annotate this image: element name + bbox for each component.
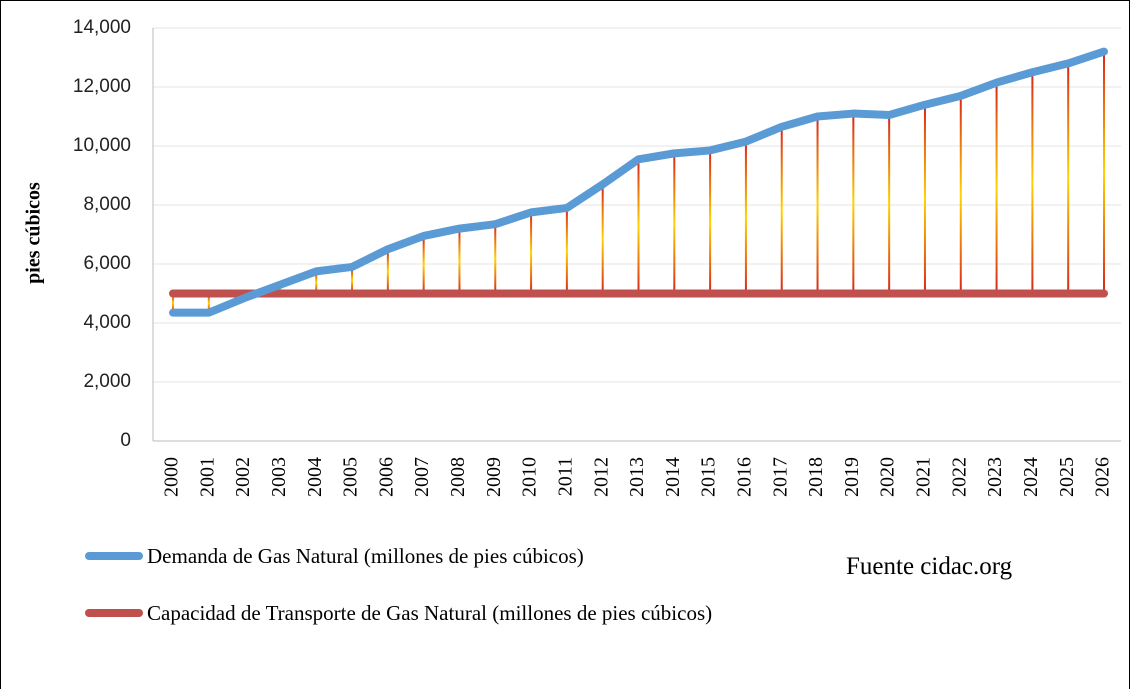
x-tick-label: 2018 [805, 457, 827, 497]
x-tick-label: 2011 [554, 457, 576, 496]
legend-label: Capacidad de Transporte de Gas Natural (… [147, 601, 713, 625]
gap-line [673, 153, 676, 294]
gap-line [816, 116, 819, 294]
gap-line [959, 95, 962, 294]
gap-line [1067, 63, 1070, 294]
x-tick-label: 2004 [304, 457, 326, 497]
x-tick-label: 2012 [590, 457, 612, 497]
x-tick-label: 2002 [232, 457, 254, 497]
x-tick-label: 2008 [447, 457, 469, 497]
gap-line [458, 228, 461, 294]
x-tick-label: 2014 [662, 457, 684, 497]
gap-line [565, 207, 568, 294]
x-tick-label: 2026 [1092, 457, 1114, 497]
gap-line [207, 293, 210, 313]
gap-line [315, 271, 318, 294]
x-tick-label: 2019 [841, 457, 863, 497]
x-tick-label: 2007 [411, 457, 433, 497]
y-tick-label: 2,000 [83, 371, 131, 392]
x-tick-label: 2023 [984, 457, 1006, 497]
x-tick-label: 2020 [877, 457, 899, 497]
x-tick-label: 2025 [1056, 457, 1078, 497]
legend-swatch [85, 552, 143, 560]
gap-line [351, 266, 354, 294]
x-tick-label: 2006 [375, 457, 397, 497]
x-tick-label: 2021 [913, 457, 935, 497]
gap-line [494, 224, 497, 294]
y-tick-label: 8,000 [83, 194, 131, 215]
gap-line [601, 184, 604, 294]
chart: pies cúbicos 0 2,000 4,000 6,000 8,000 10,000… [23, 17, 1121, 497]
x-tick-label: 2010 [519, 457, 541, 497]
x-tick-label: 2001 [196, 457, 218, 497]
gap-line [888, 115, 891, 294]
x-tick-label: 2017 [769, 457, 791, 497]
legend-swatch [85, 609, 143, 617]
x-tick-label: 2000 [161, 457, 183, 497]
y-tick-label: 14,000 [73, 17, 131, 38]
x-tick-label: 2016 [734, 457, 756, 497]
legend-label: Demanda de Gas Natural (millones de pies… [147, 544, 584, 568]
gap-line [422, 235, 425, 294]
x-tick-label: 2013 [626, 457, 648, 497]
gap-line [923, 104, 926, 294]
gap-line [637, 159, 640, 294]
y-tick-label: 12,000 [73, 76, 131, 97]
x-tick-label: 2022 [948, 457, 970, 497]
gap-line [709, 150, 712, 294]
x-tick-label: 2015 [698, 457, 720, 497]
source-note: Fuente cidac.org [846, 553, 1013, 580]
gap-line [780, 126, 783, 294]
x-tick-label: 2009 [483, 457, 505, 497]
y-tick-label: 0 [120, 430, 131, 451]
gap-line [279, 284, 282, 294]
y-tick-label: 10,000 [73, 135, 131, 156]
gap-line [852, 113, 855, 294]
gap-line [530, 212, 533, 294]
y-tick-label: 6,000 [83, 253, 131, 274]
gap-line [386, 249, 389, 294]
y-tick-label: 4,000 [83, 312, 131, 333]
gap-line [995, 82, 998, 294]
gap-line [744, 141, 747, 294]
gap-line [1103, 51, 1105, 294]
gap-line [1031, 72, 1034, 294]
x-tick-label: 2024 [1020, 457, 1042, 497]
x-tick-label: 2005 [340, 457, 362, 497]
gap-line [172, 293, 174, 313]
y-axis-label: pies cúbicos [23, 182, 45, 284]
x-tick-label: 2003 [268, 457, 290, 497]
series-line [169, 47, 1108, 317]
